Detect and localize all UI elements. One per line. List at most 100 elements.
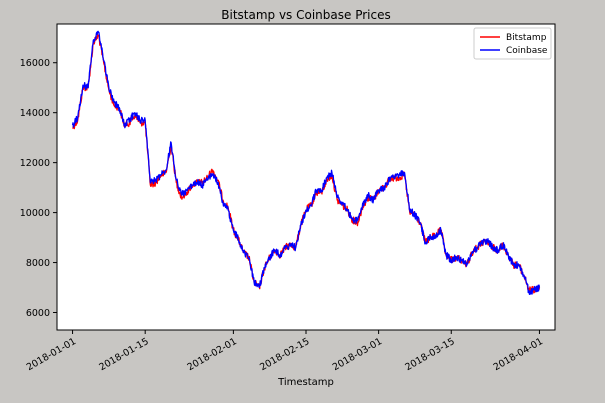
data-point-coinbase bbox=[88, 87, 89, 88]
data-point-coinbase bbox=[264, 267, 265, 268]
data-point-coinbase bbox=[139, 120, 140, 121]
data-point-coinbase bbox=[326, 177, 327, 178]
data-point-coinbase bbox=[207, 180, 208, 181]
data-point-coinbase bbox=[440, 229, 441, 230]
data-point-coinbase bbox=[492, 247, 493, 248]
data-point-bitstamp bbox=[181, 197, 182, 198]
data-point-coinbase bbox=[212, 175, 213, 176]
data-point-coinbase bbox=[98, 32, 99, 33]
data-point-bitstamp bbox=[186, 192, 187, 193]
data-point-coinbase bbox=[181, 195, 182, 196]
data-point-coinbase bbox=[523, 274, 524, 275]
data-point-coinbase bbox=[129, 120, 130, 121]
data-point-bitstamp bbox=[357, 222, 358, 223]
legend-label-coinbase: Coinbase bbox=[506, 46, 548, 56]
data-point-coinbase bbox=[113, 102, 114, 103]
data-point-coinbase bbox=[487, 239, 488, 240]
data-point-coinbase bbox=[352, 219, 353, 220]
data-point-coinbase bbox=[373, 200, 374, 201]
data-point-coinbase bbox=[477, 247, 478, 248]
legend-box bbox=[473, 27, 552, 60]
data-point-coinbase bbox=[435, 234, 436, 235]
data-point-coinbase bbox=[305, 210, 306, 211]
data-point-coinbase bbox=[347, 210, 348, 211]
chart-title: Bitstamp vs Coinbase Prices bbox=[221, 8, 390, 22]
data-point-coinbase bbox=[108, 87, 109, 88]
data-point-coinbase bbox=[254, 282, 255, 283]
x-tick-label: 2018-01-15 bbox=[97, 336, 150, 373]
data-point-coinbase bbox=[160, 175, 161, 176]
series-line-coinbase bbox=[71, 30, 541, 296]
data-point-coinbase bbox=[425, 242, 426, 243]
data-point-coinbase bbox=[196, 182, 197, 183]
data-point-coinbase bbox=[238, 239, 239, 240]
y-tick-label: 10000 bbox=[20, 208, 50, 219]
y-axis: 6000 8000 10000 12000 14000 16000 bbox=[20, 58, 57, 319]
data-point-coinbase bbox=[466, 264, 467, 265]
y-tick-label: 16000 bbox=[20, 58, 50, 69]
plot-background bbox=[57, 24, 555, 330]
data-point-coinbase bbox=[378, 190, 379, 191]
y-tick-label: 6000 bbox=[26, 308, 50, 319]
data-point-coinbase bbox=[321, 190, 322, 191]
data-point-bitstamp bbox=[337, 200, 338, 201]
data-point-coinbase bbox=[409, 210, 410, 211]
series-lines bbox=[71, 30, 541, 296]
data-point-coinbase bbox=[72, 125, 73, 126]
data-point-coinbase bbox=[290, 244, 291, 245]
data-point-coinbase bbox=[243, 252, 244, 253]
data-point-coinbase bbox=[368, 195, 369, 196]
data-point-coinbase bbox=[539, 287, 540, 288]
data-point-coinbase bbox=[300, 224, 301, 225]
data-point-coinbase bbox=[456, 257, 457, 258]
data-point-bitstamp bbox=[113, 105, 114, 106]
x-tick-label: 2018-03-01 bbox=[331, 336, 384, 373]
data-point-coinbase bbox=[202, 185, 203, 186]
data-point-coinbase bbox=[508, 254, 509, 255]
data-point-coinbase bbox=[228, 210, 229, 211]
data-point-coinbase bbox=[430, 237, 431, 238]
data-point-coinbase bbox=[248, 257, 249, 258]
y-tick-label: 12000 bbox=[20, 158, 50, 169]
x-tick-label: 2018-04-01 bbox=[492, 336, 545, 373]
data-point-coinbase bbox=[362, 205, 363, 206]
data-point-coinbase bbox=[383, 187, 384, 188]
data-point-coinbase bbox=[217, 182, 218, 183]
data-point-bitstamp bbox=[150, 185, 151, 186]
x-tick-label: 2018-01-01 bbox=[25, 336, 78, 373]
data-point-coinbase bbox=[93, 40, 94, 41]
data-point-coinbase bbox=[155, 180, 156, 181]
data-point-coinbase bbox=[471, 252, 472, 253]
data-point-bitstamp bbox=[212, 170, 213, 171]
data-point-coinbase bbox=[191, 185, 192, 186]
x-axis: 2018-01-01 2018-01-15 2018-02-01 2018-02-15… bbox=[25, 330, 545, 373]
legend: Bitstamp Coinbase bbox=[473, 27, 552, 60]
data-point-coinbase bbox=[482, 242, 483, 243]
data-point-coinbase bbox=[503, 244, 504, 245]
data-point-coinbase bbox=[357, 219, 358, 220]
data-point-coinbase bbox=[176, 180, 177, 181]
y-tick-label: 14000 bbox=[20, 108, 50, 119]
data-point-coinbase bbox=[497, 249, 498, 250]
data-point-coinbase bbox=[461, 259, 462, 260]
data-point-coinbase bbox=[394, 177, 395, 178]
data-point-coinbase bbox=[222, 202, 223, 203]
data-point-coinbase bbox=[295, 247, 296, 248]
data-point-coinbase bbox=[285, 247, 286, 248]
data-point-coinbase bbox=[103, 60, 104, 61]
data-point-coinbase bbox=[119, 107, 120, 108]
x-tick-label: 2018-02-15 bbox=[258, 336, 311, 373]
data-point-coinbase bbox=[342, 202, 343, 203]
data-point-coinbase bbox=[388, 180, 389, 181]
data-point-coinbase bbox=[145, 120, 146, 121]
data-point-coinbase bbox=[269, 257, 270, 258]
data-point-coinbase bbox=[451, 259, 452, 260]
data-point-coinbase bbox=[414, 214, 415, 215]
data-point-coinbase bbox=[82, 85, 83, 86]
y-tick-label: 8000 bbox=[26, 258, 50, 269]
data-point-coinbase bbox=[124, 125, 125, 126]
data-point-coinbase bbox=[420, 222, 421, 223]
legend-label-bitstamp: Bitstamp bbox=[506, 33, 547, 43]
data-point-coinbase bbox=[534, 289, 535, 290]
